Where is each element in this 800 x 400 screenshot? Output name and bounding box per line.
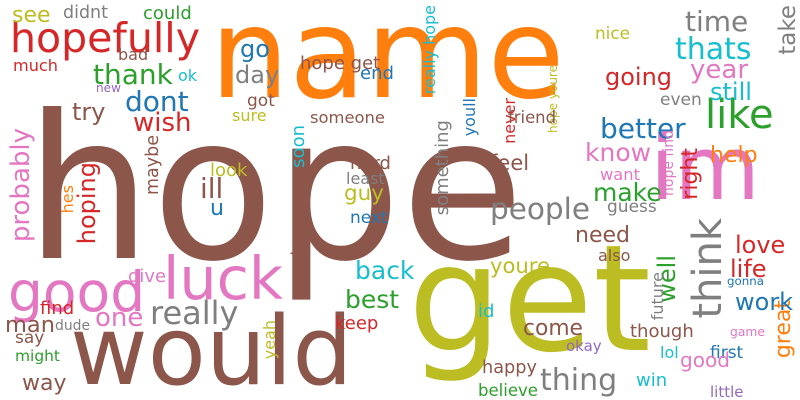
word-dude: dude (55, 318, 90, 334)
word-day: day (235, 61, 280, 89)
word-dont: dont (125, 85, 189, 118)
word-get: get (408, 213, 652, 385)
word-lol: lol (660, 343, 679, 362)
word-year: year (690, 55, 749, 85)
word-love: love (735, 231, 786, 259)
word-next: next (350, 208, 388, 228)
word-also: also (598, 246, 631, 265)
word-want: want (600, 165, 640, 184)
word-make: make (593, 178, 662, 207)
word-thats: thats (675, 32, 752, 67)
word-got: got (247, 91, 275, 111)
word-would: would (70, 297, 353, 400)
word-say: say (15, 328, 45, 348)
word-nice: nice (595, 23, 630, 43)
word-like: like (705, 92, 774, 138)
word-man: man (5, 312, 55, 338)
word-probably: probably (6, 128, 36, 243)
word-right: right (678, 148, 703, 200)
word-hope-find: hope find (661, 130, 677, 196)
word-guess: guess (607, 197, 657, 217)
word-take: take (775, 5, 800, 55)
word-im: im (650, 117, 760, 220)
word-time: time (685, 5, 749, 38)
word-try: try (72, 98, 106, 126)
word-youll: youll (460, 98, 479, 137)
word-thing: thing (540, 363, 618, 398)
word-better: better (600, 112, 686, 145)
word-hoping: hoping (73, 162, 101, 245)
word-help: help (710, 143, 758, 168)
word-yeah: yeah (260, 320, 279, 360)
word-new: new (96, 81, 121, 95)
word-back: back (355, 256, 415, 285)
word-know: know (585, 138, 652, 167)
word-go: go (240, 35, 270, 63)
word-people: people (490, 192, 590, 226)
word-best: best (345, 285, 400, 314)
word-sure: sure (232, 106, 267, 125)
word-see: see (12, 3, 51, 28)
word-youre: youre (490, 253, 550, 278)
word-hope: hope (25, 73, 525, 306)
word-even: even (660, 90, 702, 110)
word-look: look (210, 160, 248, 181)
word-hopefully: hopefully (10, 14, 201, 62)
word-much: much (13, 56, 58, 75)
word-least: least (346, 169, 385, 188)
word-come: come (523, 316, 583, 341)
word-hes: hes (58, 185, 77, 214)
word-really: really (150, 294, 239, 332)
word-think: think (685, 218, 731, 319)
word-work: work (735, 288, 794, 316)
word-didnt: didnt (63, 3, 108, 23)
word-one: one (95, 303, 144, 333)
word-though: though (630, 321, 694, 342)
word-good: good (8, 260, 146, 324)
word-going: going (605, 63, 673, 91)
word-good-small: good (680, 348, 730, 372)
word-someone: someone (310, 108, 385, 127)
word-end: end (360, 63, 394, 84)
word-believe: believe (478, 381, 538, 400)
word-guy: guy (344, 181, 384, 206)
word-still: still (710, 78, 752, 106)
word-soon: soon (288, 125, 309, 168)
word-might: might (15, 347, 60, 365)
word-win: win (636, 370, 668, 391)
word-happen: happen (288, 188, 309, 256)
word-name: name (210, 0, 565, 127)
word-id: id (478, 301, 495, 322)
word-u: u (210, 196, 224, 221)
word-bad: bad (118, 45, 149, 64)
word-okay: okay (566, 337, 602, 355)
word-give: give (128, 266, 166, 287)
word-ill: ill (200, 172, 224, 205)
word-wish: wish (133, 108, 192, 138)
word-luck: luck (163, 244, 283, 313)
word-thank: thank (93, 58, 173, 91)
word-future: future (648, 272, 667, 321)
word-really-hope: really hope (420, 5, 439, 95)
word-hard: hard (350, 153, 391, 174)
word-need: need (575, 223, 630, 248)
word-happy: happy (482, 358, 537, 378)
word-little: little (710, 383, 744, 400)
word-something: something (432, 120, 453, 216)
word-game: game (730, 325, 765, 339)
word-keep: keep (335, 313, 379, 334)
word-could: could (143, 3, 192, 24)
word-gonna: gonna (727, 274, 764, 288)
word-first: first (710, 343, 744, 363)
word-ok: ok (178, 66, 198, 85)
word-maybe: maybe (143, 135, 163, 196)
word-friend: friend (508, 108, 556, 127)
word-hope-get: hope get (300, 53, 381, 74)
word-find: find (40, 298, 75, 319)
word-feel: feel (490, 151, 530, 175)
word-life: life (730, 255, 767, 283)
word-way: way (22, 371, 67, 396)
